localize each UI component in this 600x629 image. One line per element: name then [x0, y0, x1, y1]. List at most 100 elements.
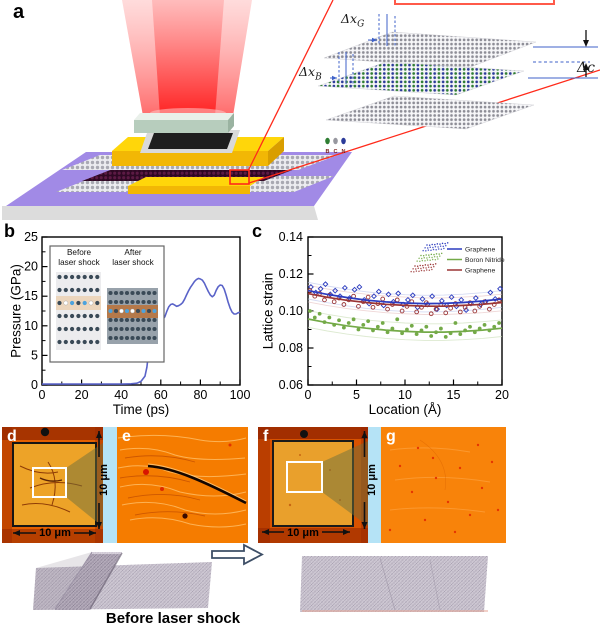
fit-band	[307, 298, 503, 313]
x-tick-label: 0	[305, 388, 312, 402]
x-tick-label: 5	[353, 388, 360, 402]
data-point	[453, 321, 458, 325]
atom-dot	[135, 299, 141, 305]
zoom-cone	[66, 443, 103, 527]
data-point	[385, 330, 390, 335]
atom-dot	[113, 335, 119, 341]
atom-dot	[88, 326, 94, 332]
dc-arrow-up-head	[583, 63, 589, 70]
fit-band	[307, 310, 503, 325]
fit-band	[307, 326, 503, 341]
y-tick-label: 0.08	[279, 341, 303, 355]
delta-x-g-label: ΔxG	[341, 11, 365, 30]
gold-bar-front	[128, 186, 250, 194]
ink-spot	[300, 430, 308, 438]
data-point	[365, 294, 371, 300]
atom-dot	[130, 299, 135, 305]
data-point	[429, 334, 434, 338]
panel-label-d: d	[7, 428, 17, 445]
data-point	[308, 309, 312, 313]
atom-dot	[63, 326, 68, 332]
inset-lattice-stack	[317, 31, 537, 130]
fit-curve	[307, 318, 503, 333]
atom-dot	[135, 335, 141, 341]
atom-dot	[130, 290, 135, 296]
atom-dot	[57, 339, 62, 345]
x-tick-label: 10	[398, 388, 412, 402]
zoom-callout-box	[229, 169, 250, 185]
data-point	[312, 315, 317, 320]
data-point	[399, 308, 405, 314]
atom-dot	[141, 326, 146, 332]
data-point	[375, 288, 382, 295]
data-point	[429, 293, 436, 300]
pressure-inset-diagram	[56, 272, 158, 350]
data-point	[443, 335, 448, 339]
atom-dot	[152, 335, 157, 341]
afm-mesh-row	[33, 543, 488, 612]
data-point	[317, 311, 322, 316]
data-point	[492, 324, 497, 329]
micrograph-g	[381, 427, 506, 543]
atom-dot	[88, 339, 94, 345]
atom-dot	[113, 308, 119, 314]
panel-label-e: e	[122, 428, 131, 445]
x-tick-label: 100	[230, 388, 251, 402]
fit-curve	[307, 292, 503, 308]
atom-dot	[124, 290, 130, 296]
y-tick-label: 0	[31, 378, 38, 392]
data-point	[341, 284, 348, 291]
data-point	[434, 306, 440, 313]
y-tick-label: 15	[24, 289, 38, 303]
data-point	[361, 322, 366, 327]
atom-dot	[135, 308, 141, 314]
panel-label-g: g	[386, 428, 396, 445]
atom-dot	[82, 300, 87, 306]
data-point	[419, 296, 426, 302]
inset-before-subtitle: laser shock	[58, 258, 100, 267]
atom-dot	[57, 313, 62, 319]
atom-dot	[88, 300, 94, 306]
panel-label-a: a	[13, 1, 25, 23]
atom-b-label: B	[326, 149, 330, 155]
main-wrinkle	[147, 464, 247, 505]
data-point	[482, 322, 487, 327]
y-tick-label: 5	[31, 348, 38, 362]
atom-dot	[113, 317, 119, 323]
panel-label-c: c	[252, 221, 263, 241]
micrograph-f	[258, 427, 368, 543]
atom-dot	[70, 287, 75, 293]
before-block	[56, 272, 101, 350]
atom-dot	[108, 326, 113, 332]
mesh-before-ridge	[55, 552, 122, 610]
legend-lattice-icon	[410, 263, 437, 273]
data-point	[380, 321, 385, 325]
panel-label-f: f	[263, 428, 269, 445]
atom-dot	[141, 317, 146, 323]
roi-box	[286, 461, 323, 493]
y-tick-label: 25	[24, 230, 38, 244]
data-point	[497, 285, 503, 292]
delta-c-label: Δc	[577, 60, 595, 76]
data-point	[400, 331, 404, 336]
x-tick-label: 0	[39, 388, 46, 402]
data-point	[351, 286, 358, 293]
inset-after-subtitle: laser shock	[112, 258, 154, 267]
atom-dot	[108, 290, 113, 296]
atom-dot	[113, 326, 119, 332]
data-point	[356, 327, 361, 332]
transform-arrow	[211, 543, 264, 566]
atom-dot	[113, 299, 119, 305]
roi-box	[32, 467, 67, 498]
inset-boron-nitride	[317, 61, 525, 96]
data-point	[497, 321, 501, 325]
atom-c-label: C	[334, 149, 338, 155]
atom-dot	[152, 290, 157, 296]
data-point	[366, 319, 371, 324]
atom-dot	[82, 339, 87, 345]
atom-dot	[119, 308, 124, 314]
data-point	[487, 289, 494, 296]
data-point	[443, 310, 449, 316]
atom-legend: B C N	[325, 137, 346, 155]
inset-before-title: Before	[66, 248, 92, 257]
